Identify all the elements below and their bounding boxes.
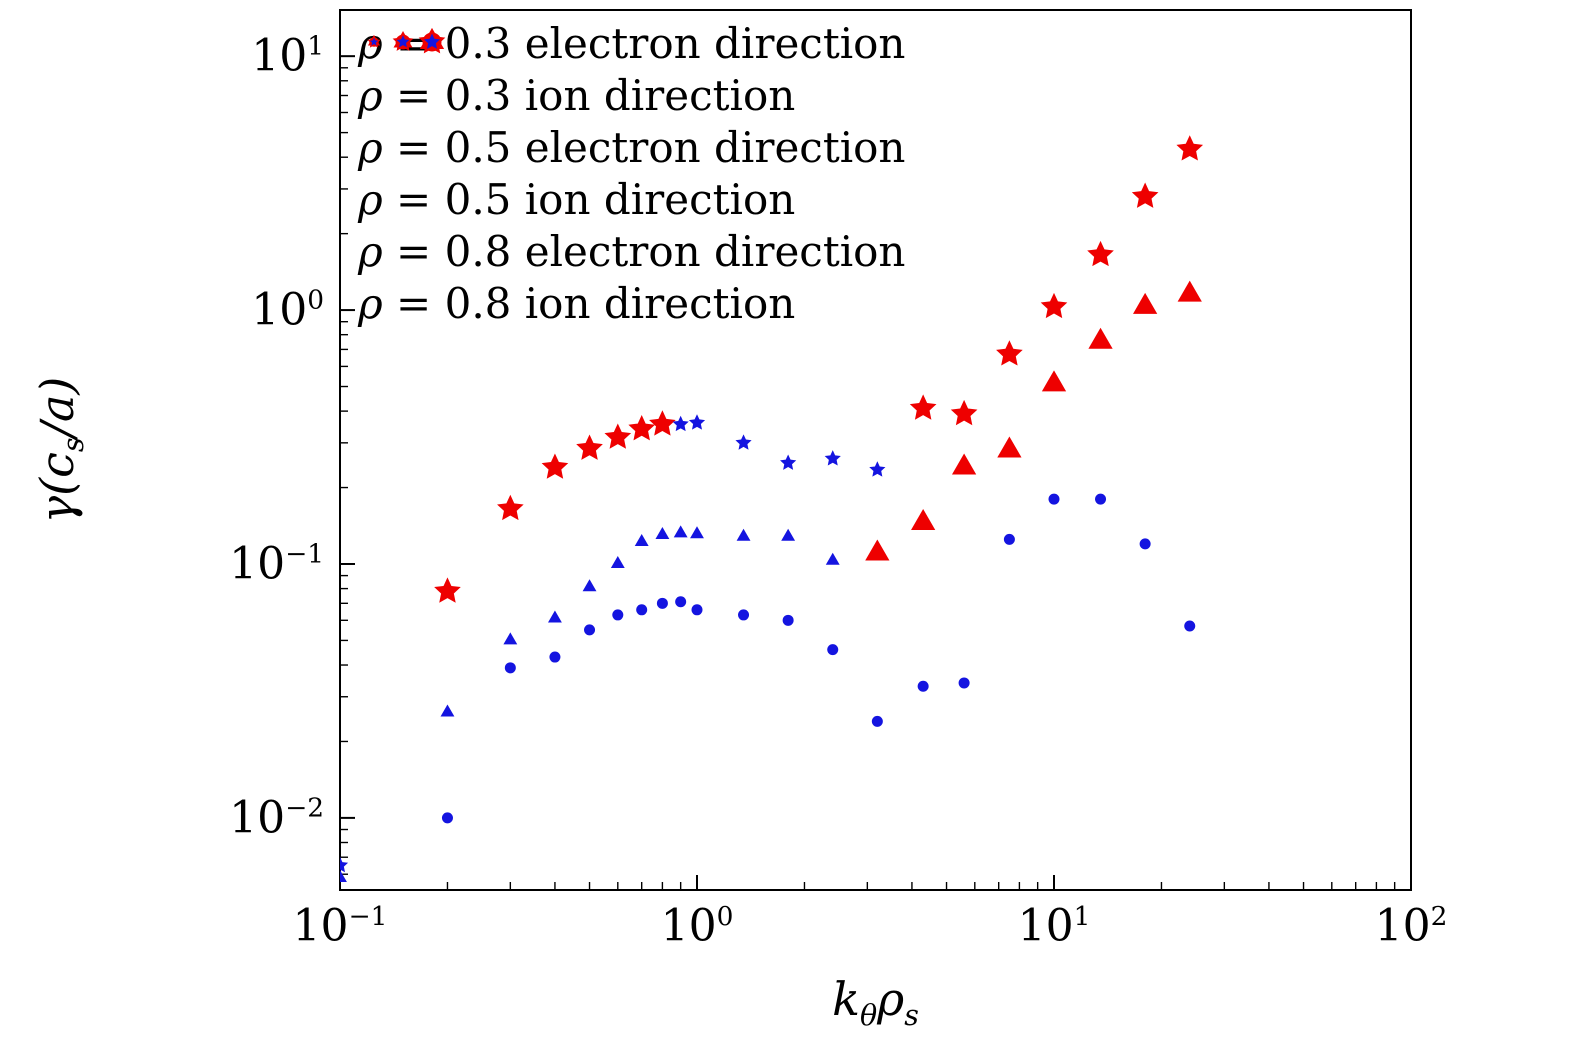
y-axis-label: γ(cs/a) <box>30 377 90 524</box>
ylabel-gamma: γ <box>29 495 84 524</box>
legend-item-rho08-electron: ρ = 0.8 electron direction <box>358 28 906 278</box>
legend-label: ρ = 0.3 electron direction <box>358 19 906 68</box>
legend-label: ρ = 0.8 ion direction <box>358 279 796 328</box>
x-tick-label: 100 <box>660 900 734 952</box>
x-axis-label: kθρs <box>340 972 1411 1032</box>
legend-item-rho05-ion: ρ = 0.5 ion direction <box>358 34 905 226</box>
xlabel-sub-theta: θ <box>860 999 878 1033</box>
legend-label: ρ = 0.5 ion direction <box>358 175 796 224</box>
xlabel-rho: ρ <box>877 972 905 1026</box>
x-tick-label: 102 <box>1374 900 1448 952</box>
legend-item-rho08-ion: ρ = 0.8 ion direction <box>358 33 905 330</box>
series-rho08-ion <box>340 414 886 873</box>
y-tick-label: 10−1 <box>229 538 324 590</box>
data-points <box>340 135 1204 882</box>
xlabel-sub-s: s <box>904 999 919 1033</box>
y-tick-label: 10−2 <box>229 792 324 844</box>
legend-label: ρ = 0.8 electron direction <box>358 227 906 276</box>
plot-frame <box>339 9 1412 891</box>
xlabel-k: k <box>832 972 860 1026</box>
legend-label: ρ = 0.3 ion direction <box>358 71 796 120</box>
ylabel-slash-a: /a <box>29 394 84 438</box>
ylabel-c: c <box>29 452 84 478</box>
legend-label: ρ = 0.5 electron direction <box>358 123 906 172</box>
ylabel-sub-s: s <box>57 437 91 453</box>
ylabel-open-paren: ( <box>29 477 84 496</box>
ylabel-close-paren: ) <box>29 376 84 395</box>
legend-item-rho03-ion: ρ = 0.3 ion direction <box>358 36 905 122</box>
series-rho03-ion <box>441 493 1196 824</box>
star-marker-icon <box>369 33 441 49</box>
series-rho05-ion <box>340 525 840 882</box>
series-rho08-electron <box>434 135 1204 603</box>
y-tick-label: 101 <box>251 30 324 82</box>
series-rho05-electron <box>865 280 1202 561</box>
x-tick-label: 10−1 <box>292 900 388 952</box>
y-tick-label: 100 <box>251 284 324 336</box>
x-tick-label: 101 <box>1017 900 1091 952</box>
legend-item-rho05-electron: ρ = 0.5 electron direction <box>358 28 906 174</box>
